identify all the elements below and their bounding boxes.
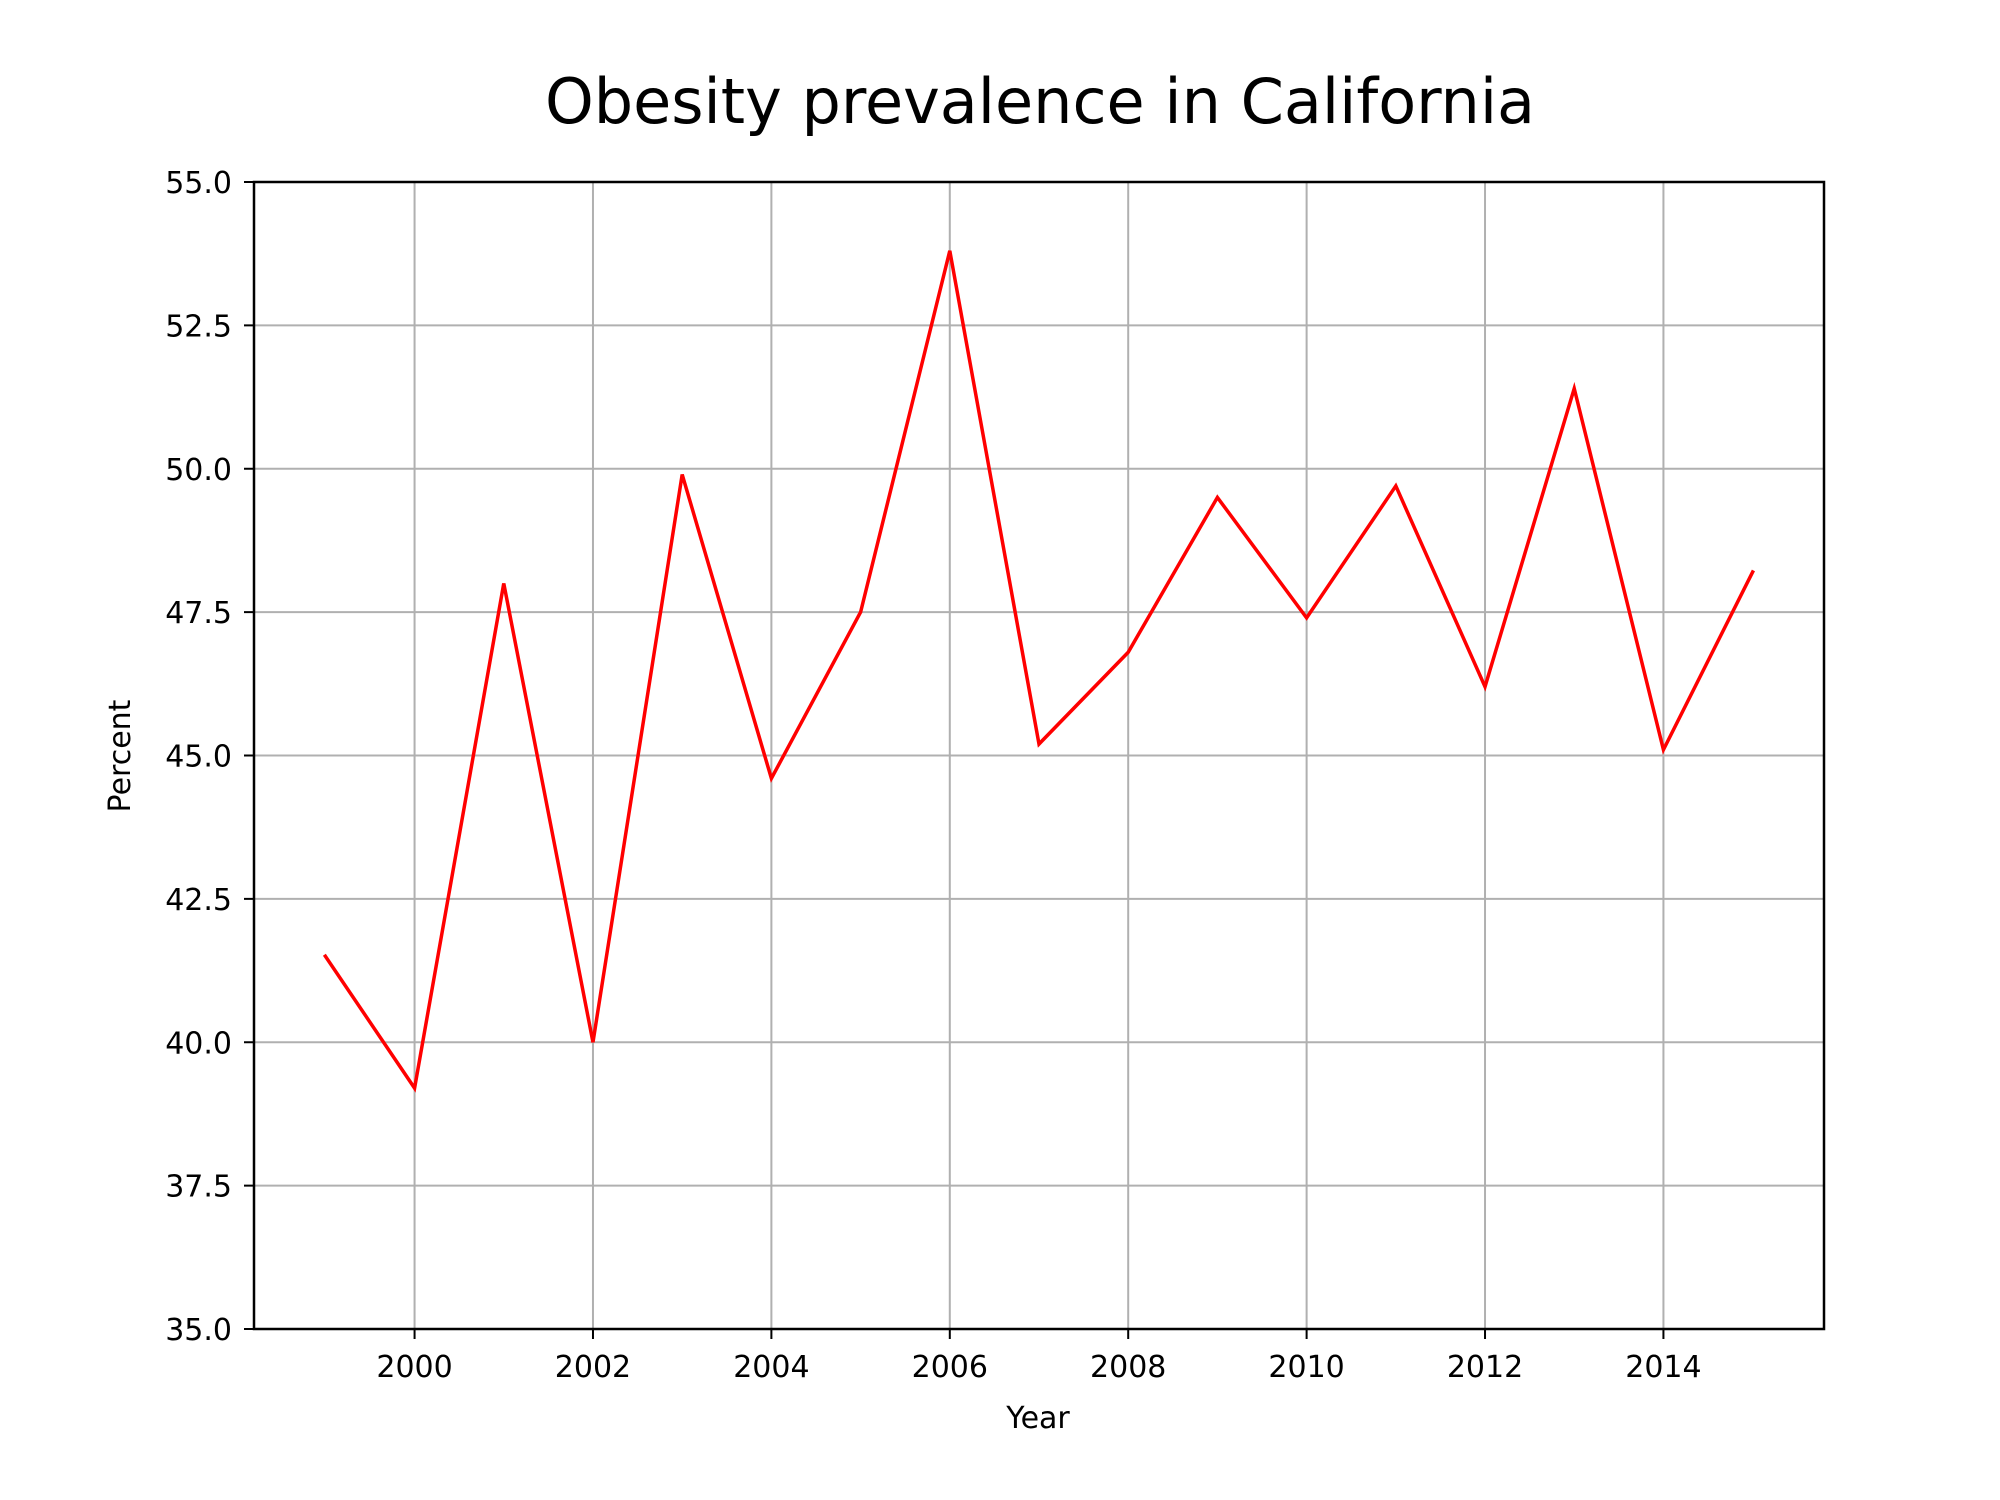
y-tick-label: 45.0 <box>165 740 232 775</box>
y-axis-label: Percent <box>103 699 138 812</box>
series-line <box>322 250 1755 1093</box>
x-tick-label: 2006 <box>912 1350 988 1385</box>
series-layer <box>322 250 1755 1093</box>
x-tick-label: 2010 <box>1268 1350 1344 1385</box>
x-tick-label: 2002 <box>555 1350 631 1385</box>
y-tick-label: 35.0 <box>165 1313 232 1348</box>
y-tick-label: 37.5 <box>165 1170 232 1205</box>
y-tick-label: 55.0 <box>165 166 232 201</box>
x-tick-label: 2008 <box>1090 1350 1166 1385</box>
y-tick-label: 47.5 <box>165 596 232 631</box>
x-tick-label: 2014 <box>1625 1350 1701 1385</box>
y-tick-label: 50.0 <box>165 453 232 488</box>
y-tick-label: 52.5 <box>165 309 232 344</box>
chart-title: Obesity prevalence in California <box>545 65 1535 138</box>
y-tick-label: 42.5 <box>165 883 232 918</box>
grid-layer <box>254 181 1824 1330</box>
x-axis-label: Year <box>1005 1401 1070 1436</box>
x-tick-label: 2000 <box>376 1350 452 1385</box>
y-tick-label: 40.0 <box>165 1026 232 1061</box>
tick-layer: 2000 2002 2004 2006 2008 2010 2012 2014 35.0 37.5… <box>165 166 1701 1385</box>
x-tick-label: 2004 <box>733 1350 809 1385</box>
x-tick-label: 2012 <box>1447 1350 1523 1385</box>
